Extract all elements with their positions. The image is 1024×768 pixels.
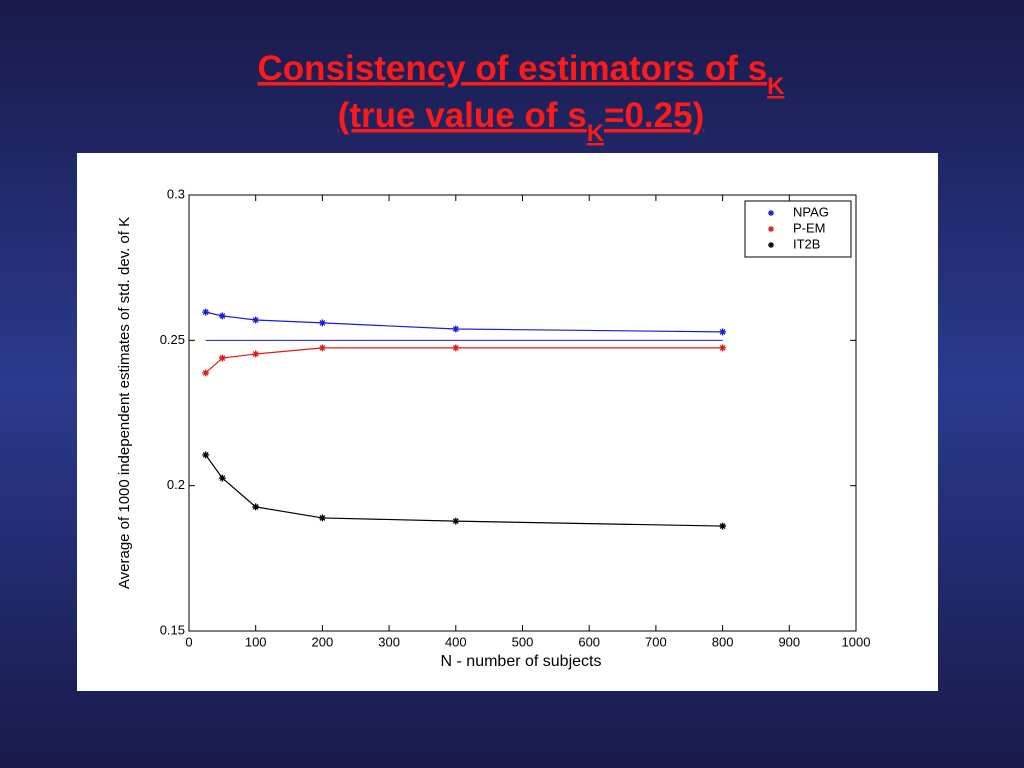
y-axis-label: Average of 1000 independent estimates of… [116, 217, 133, 589]
x-tick-label: 100 [245, 634, 267, 649]
data-point [452, 344, 460, 352]
data-point [252, 350, 260, 358]
title-text: =0.25) [604, 96, 704, 135]
x-tick-label: 300 [378, 634, 400, 649]
data-point [318, 344, 326, 352]
y-tick-label: 0.25 [160, 332, 185, 347]
legend-label: NPAG [793, 204, 829, 219]
x-tick-label: 800 [712, 634, 734, 649]
x-tick-label: 200 [312, 634, 334, 649]
title-text: Consistency of estimators of s [258, 49, 768, 88]
data-point [218, 312, 226, 320]
x-tick-label: 1000 [842, 634, 871, 649]
data-point [218, 474, 226, 482]
series-line [205, 454, 723, 527]
data-point [252, 316, 260, 324]
y-tick-label: 0.2 [167, 477, 185, 492]
legend-marker [768, 210, 774, 216]
legend-box [744, 200, 852, 258]
data-point [252, 503, 260, 511]
data-point [719, 344, 727, 352]
title-subscript: K [587, 120, 605, 147]
x-tick-label: 900 [778, 634, 800, 649]
x-tick-label: 0 [185, 634, 192, 649]
x-tick-label: 500 [512, 634, 534, 649]
series-line [205, 347, 723, 374]
title-line-2: (true value of sK=0.25) [338, 96, 705, 147]
y-tick-label: 0.3 [167, 186, 185, 201]
legend-marker [768, 226, 774, 232]
title-subscript: K [767, 73, 785, 100]
title-line-1: Consistency of estimators of sK [258, 49, 786, 100]
data-point [202, 369, 210, 377]
data-point [318, 514, 326, 522]
data-point [452, 517, 460, 525]
data-point [202, 308, 210, 316]
title-text: (true value of s [338, 96, 587, 135]
x-axis-label: N - number of subjects [441, 653, 602, 670]
y-tick-label: 0.15 [160, 622, 185, 637]
data-point [218, 354, 226, 362]
data-point [719, 328, 727, 336]
data-point [318, 319, 326, 327]
data-point [719, 522, 727, 530]
x-tick-label: 400 [445, 634, 467, 649]
x-tick-label: 700 [645, 634, 667, 649]
legend-label: P-EM [793, 220, 826, 235]
legend-marker [768, 242, 774, 248]
data-point [202, 451, 210, 459]
data-point [452, 325, 460, 333]
legend-label: IT2B [793, 236, 820, 251]
x-tick-label: 600 [578, 634, 600, 649]
